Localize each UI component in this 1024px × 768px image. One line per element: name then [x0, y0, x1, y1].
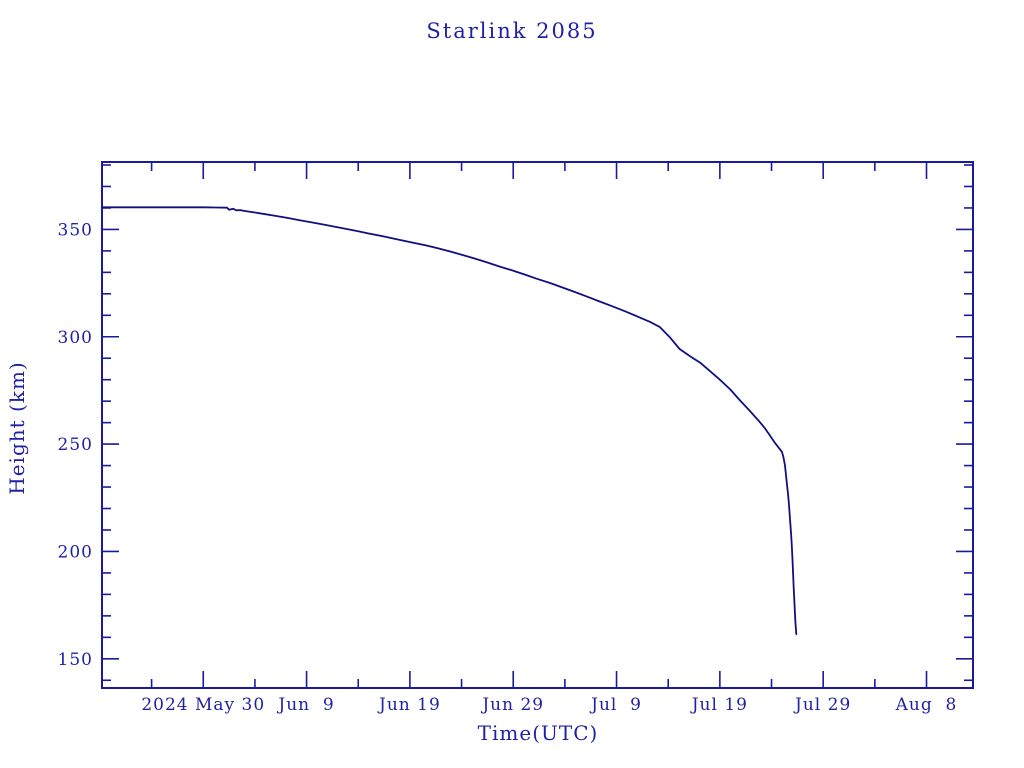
x-tick-label: Aug 8: [895, 695, 958, 715]
y-axis-label: Height (km): [5, 361, 29, 494]
x-tick-label: 2024 May 30: [141, 695, 265, 715]
x-tick-label: Jul 9: [589, 695, 642, 715]
x-tick-label: Jul 29: [793, 695, 851, 715]
y-tick-label: 350: [58, 220, 93, 240]
y-tick-label: 150: [58, 650, 93, 670]
y-tick-label: 200: [58, 542, 93, 562]
x-tick-label: Jun 9: [276, 695, 334, 715]
chart-title: Starlink 2085: [426, 19, 597, 43]
y-tick-label: 300: [58, 328, 93, 348]
axis-ticks: [102, 162, 973, 688]
axis-tick-labels: 2024 May 30 Jun 9 Jun 19 Jun 29 Jul 9 Jul 19 J…: [58, 220, 958, 715]
x-tick-label: Jul 19: [690, 695, 748, 715]
height-curve: [101, 206, 798, 635]
x-axis-label: Time(UTC): [478, 721, 599, 745]
plot-frame: [101, 161, 974, 689]
y-tick-label: 250: [58, 435, 93, 455]
x-tick-label: Jun 29: [480, 695, 544, 715]
x-tick-label: Jun 19: [377, 695, 441, 715]
